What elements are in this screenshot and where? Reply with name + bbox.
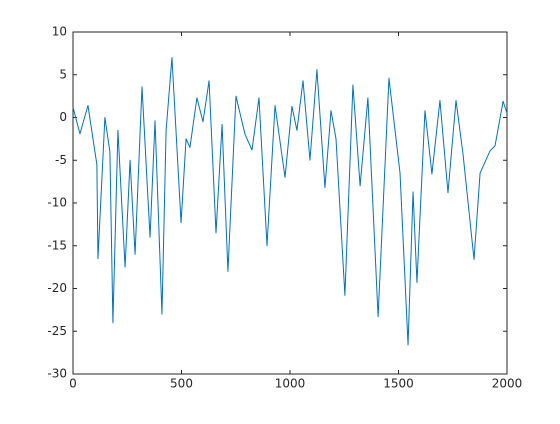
x-tick-label: 500 xyxy=(170,377,193,391)
x-tick-label: 1500 xyxy=(383,377,414,391)
y-tick-label: -15 xyxy=(47,238,67,252)
y-tick-label: -5 xyxy=(55,153,67,167)
y-tick-label: -20 xyxy=(47,281,67,295)
y-tick-label: 5 xyxy=(59,67,67,81)
y-tick-label: -10 xyxy=(47,196,67,210)
axes-box xyxy=(72,31,508,375)
y-tick-label: -30 xyxy=(47,367,67,381)
y-tick-label: 0 xyxy=(59,110,67,124)
x-tick-label: 0 xyxy=(69,377,77,391)
x-tick-label: 2000 xyxy=(492,377,523,391)
data-line xyxy=(72,57,508,346)
y-tick-label: 10 xyxy=(52,25,67,39)
y-tick-label: -25 xyxy=(47,324,67,338)
x-tick-label: 1000 xyxy=(275,377,306,391)
